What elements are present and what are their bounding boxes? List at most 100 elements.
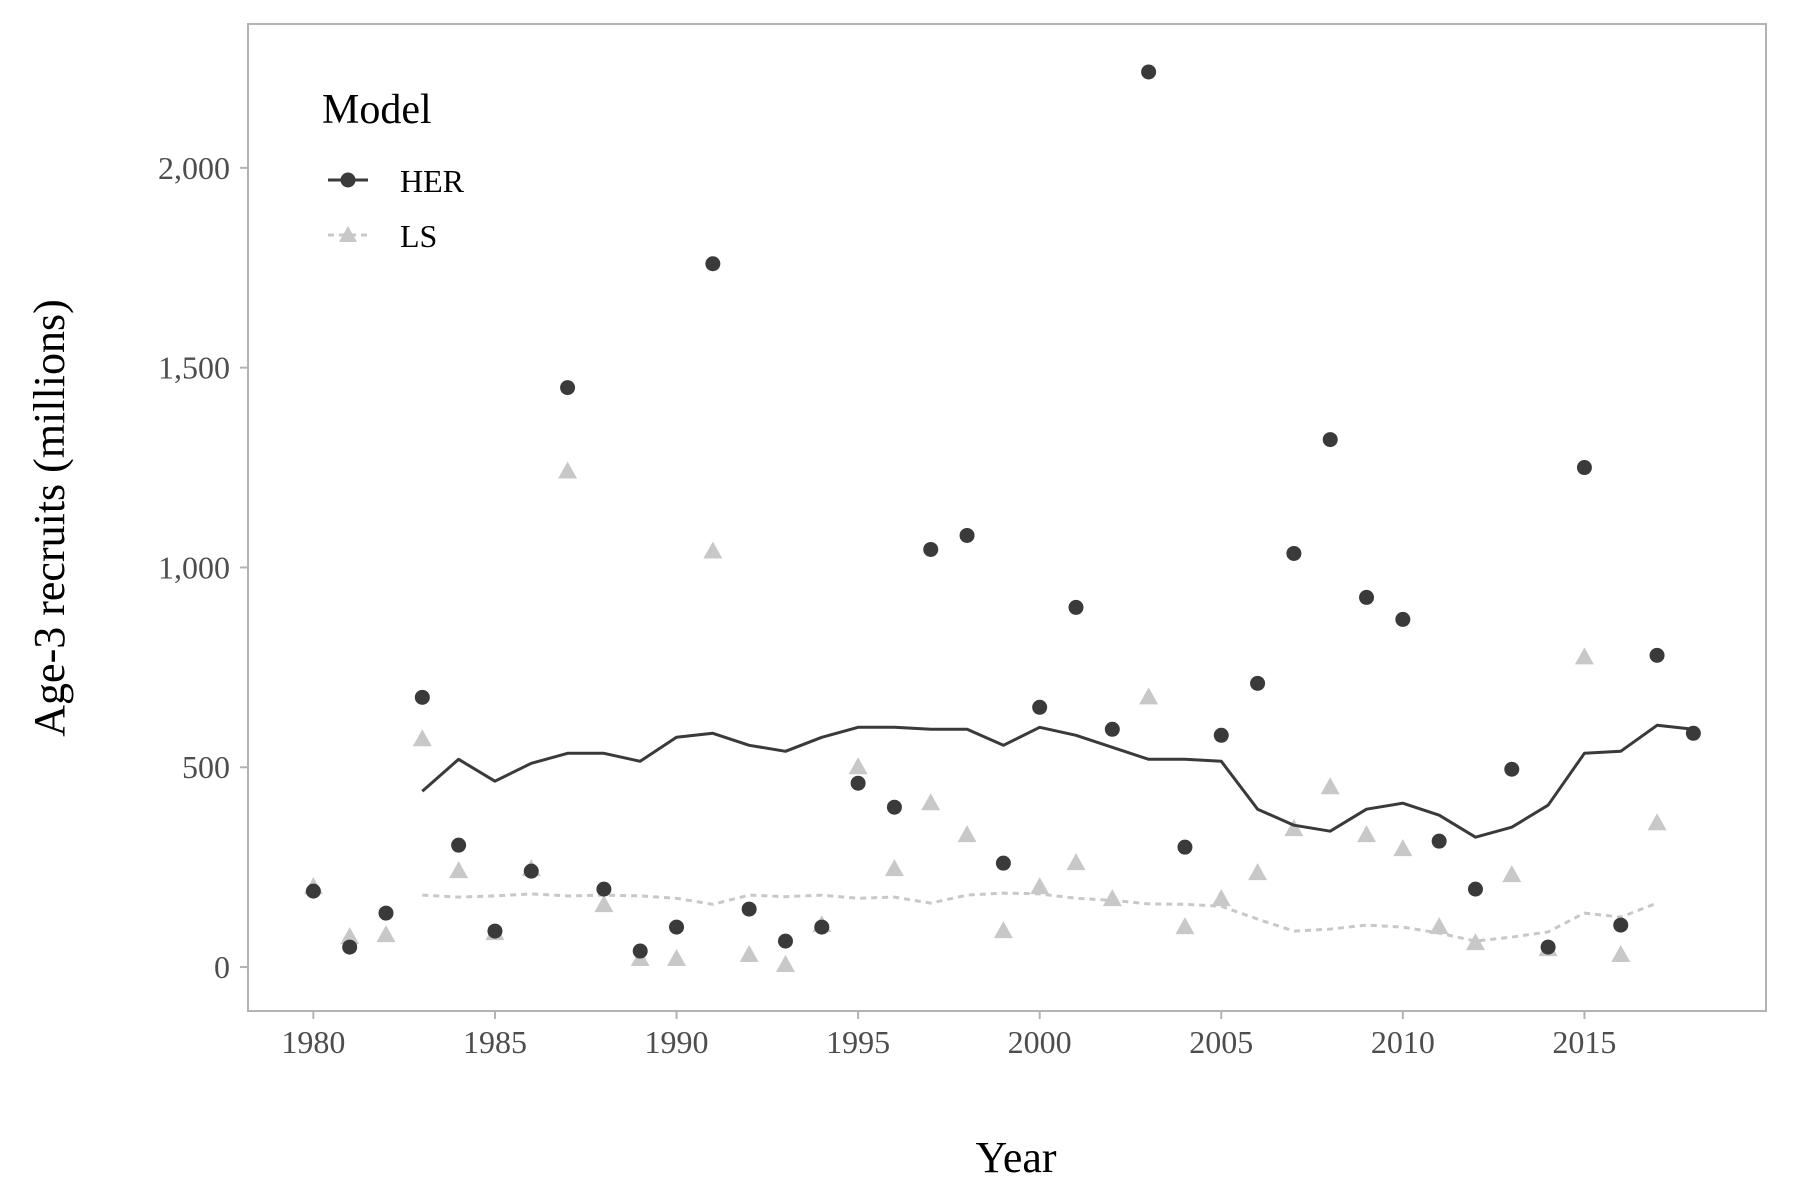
ls-point: [558, 461, 578, 479]
ls-point: [1574, 647, 1594, 665]
her-point: [1504, 761, 1520, 777]
ls-point: [594, 895, 614, 913]
legend-item-her: HER: [328, 163, 465, 199]
her-point: [342, 939, 358, 955]
ls-point: [1429, 917, 1449, 935]
x-tick-label: 1985: [463, 1024, 527, 1060]
y-axis-title: Age-3 recruits (millions): [25, 299, 74, 736]
ls-point: [1357, 825, 1377, 843]
ls-point: [993, 921, 1013, 939]
ls-point: [1248, 863, 1268, 881]
ls-point: [739, 945, 759, 963]
legend-ls-marker: [339, 226, 357, 242]
y-axis: 0 500 1,000 1,500 2,000: [158, 150, 248, 985]
ls-point: [376, 925, 396, 943]
ls-point: [1102, 889, 1122, 907]
her-point: [1213, 727, 1229, 743]
ls-point: [775, 955, 795, 973]
her-point: [814, 919, 830, 935]
her-point: [1068, 599, 1084, 615]
legend-title: Model: [322, 87, 432, 133]
ls-point: [1211, 889, 1231, 907]
ls-point: [449, 861, 469, 879]
her-point: [1649, 647, 1665, 663]
her-point: [1032, 699, 1048, 715]
x-tick-label: 1980: [281, 1024, 345, 1060]
y-tick-label: 500: [182, 749, 230, 785]
x-axis-title: Year: [975, 1133, 1056, 1182]
her-point: [741, 901, 757, 917]
her-point: [1685, 725, 1701, 741]
her-point: [305, 883, 321, 899]
her-point: [886, 799, 902, 815]
x-tick-label: 2010: [1371, 1024, 1435, 1060]
her-point: [1431, 833, 1447, 849]
y-tick-label: 1,500: [158, 350, 230, 386]
legend-ls-label: LS: [400, 218, 437, 254]
ls-point: [1030, 877, 1050, 895]
ls-point: [1139, 687, 1159, 705]
ls-point: [412, 729, 432, 747]
her-point: [669, 919, 685, 935]
panel-border: [247, 23, 1767, 1012]
legend-item-ls: LS: [328, 218, 437, 254]
legend-her-marker: [340, 172, 356, 188]
y-tick-label: 0: [214, 949, 230, 985]
x-axis: 1980 1985 1990 1995 2000 2005 2010 2015: [281, 1011, 1616, 1060]
ls-point: [1647, 813, 1667, 831]
panel-background: [248, 24, 1766, 1011]
ls-point: [1066, 853, 1086, 871]
x-tick-label: 2005: [1189, 1024, 1253, 1060]
ls-point: [1611, 945, 1631, 963]
her-point: [451, 837, 467, 853]
her-point: [1613, 917, 1629, 933]
her-point: [378, 905, 394, 921]
her-point: [1177, 839, 1193, 855]
ls-point: [1502, 865, 1522, 883]
her-point: [1467, 881, 1483, 897]
her-point: [1104, 721, 1120, 737]
legend-her-label: HER: [400, 163, 465, 199]
ls-point: [1393, 839, 1413, 857]
her-point: [705, 256, 721, 272]
her-point: [596, 881, 612, 897]
ls-point: [1320, 777, 1340, 795]
her-point: [923, 541, 939, 557]
her-point: [1540, 939, 1556, 955]
her-point: [959, 527, 975, 543]
her-point: [487, 923, 503, 939]
her-point: [523, 863, 539, 879]
ls-point: [848, 757, 868, 775]
her-point: [777, 933, 793, 949]
her-point: [1359, 589, 1375, 605]
x-tick-label: 2000: [1008, 1024, 1072, 1060]
her-point: [1250, 675, 1266, 691]
ls-point: [884, 859, 904, 877]
her-point: [1141, 64, 1157, 80]
legend: Model HER LS: [322, 87, 465, 254]
ls-point: [957, 825, 977, 843]
her-point: [1395, 611, 1411, 627]
her-point: [1322, 432, 1338, 448]
x-tick-label: 1995: [826, 1024, 890, 1060]
ls-point: [1465, 933, 1485, 951]
her-point: [414, 689, 430, 705]
her-point: [850, 775, 866, 791]
series-layer: [303, 64, 1701, 973]
y-tick-label: 2,000: [158, 150, 230, 186]
x-tick-label: 2015: [1552, 1024, 1616, 1060]
her-point: [1576, 460, 1592, 476]
ls-point: [1284, 819, 1304, 837]
her-trend-line: [421, 723, 1694, 839]
her-point: [632, 943, 648, 959]
x-tick-label: 1990: [645, 1024, 709, 1060]
y-tick-label: 1,000: [158, 549, 230, 585]
ls-point: [703, 541, 723, 559]
her-point: [995, 855, 1011, 871]
ls-point: [340, 927, 360, 945]
her-point: [560, 380, 576, 396]
ls-point: [1175, 917, 1195, 935]
ls-point: [667, 949, 687, 967]
ls-point: [921, 793, 941, 811]
